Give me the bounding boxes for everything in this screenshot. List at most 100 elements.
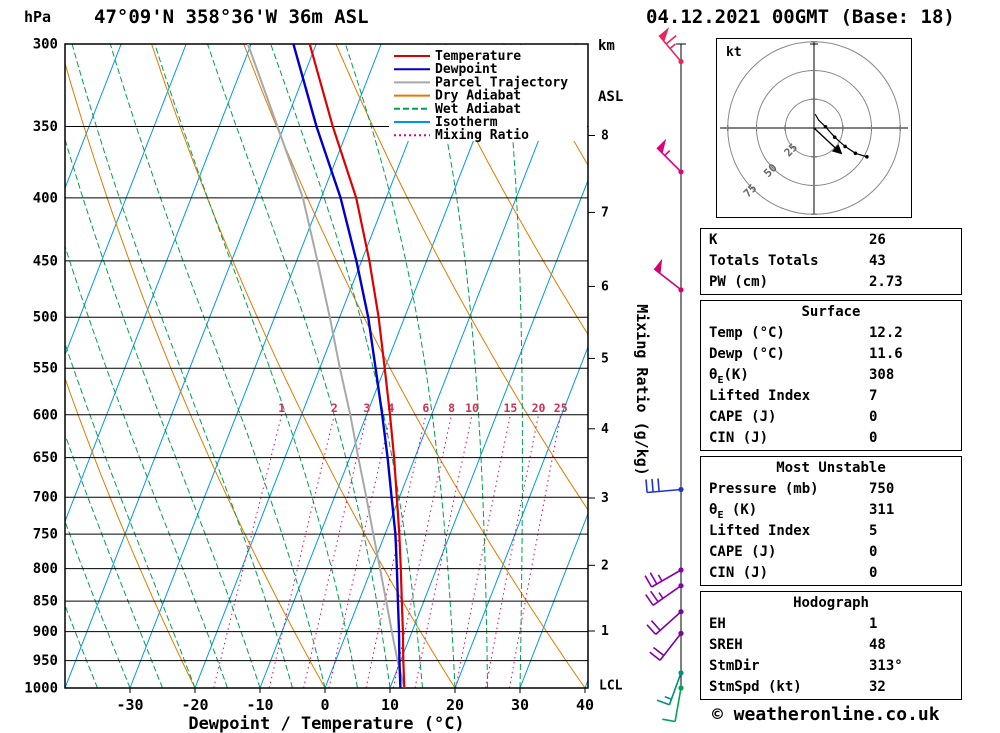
svg-text:-20: -20	[181, 696, 208, 714]
svg-text:900: 900	[33, 624, 58, 640]
svg-text:500: 500	[33, 310, 58, 326]
temperature-axis: -30 -20 -10 0 10 20 30 40 Dewpoint / Temperature…	[116, 688, 594, 733]
row-value: 26	[869, 232, 886, 248]
svg-text:10: 10	[381, 696, 399, 714]
svg-text:Dewpoint: Dewpoint	[435, 62, 498, 77]
wind-barb	[645, 478, 684, 494]
svg-text:4: 4	[601, 422, 609, 437]
svg-text:650: 650	[33, 450, 58, 466]
svg-text:0: 0	[320, 696, 329, 714]
svg-text:Isotherm: Isotherm	[435, 115, 498, 130]
svg-text:30: 30	[511, 696, 529, 714]
temperature-axis-title: Dewpoint / Temperature (°C)	[188, 714, 464, 733]
row-label: StmSpd (kt)	[709, 679, 802, 695]
temperature-curve	[308, 44, 406, 688]
svg-text:950: 950	[33, 653, 58, 669]
svg-text:1: 1	[601, 624, 609, 639]
row-value: 308	[869, 367, 895, 383]
asl-unit-label: ASL	[598, 89, 624, 105]
svg-text:Mixing Ratio: Mixing Ratio	[435, 128, 529, 143]
svg-text:300: 300	[33, 37, 58, 53]
svg-text:-10: -10	[246, 696, 273, 714]
wind-barb	[646, 609, 684, 635]
stats-tables: K 26 Totals Totals 43 PW (cm) 2.73 Surface Temp…	[700, 228, 962, 705]
row-label: Dewp (°C)	[709, 346, 785, 362]
row-value: 12.2	[869, 325, 903, 341]
svg-text:3: 3	[601, 491, 609, 506]
row-value: 0	[869, 565, 878, 581]
altitude-axis-unit: km ASL	[598, 4, 632, 140]
row-value: 48	[869, 637, 886, 653]
table-row: Lifted Index 5	[701, 521, 961, 542]
wind-barb	[644, 567, 684, 588]
table-row: Dewp (°C) 11.6	[701, 344, 961, 365]
mixing-ratio-axis-title: Mixing Ratio (g/kg)	[633, 304, 651, 476]
station-title: 47°09'N 358°36'W 36m ASL	[94, 6, 369, 28]
svg-text:8: 8	[601, 129, 609, 144]
row-label: CIN (J)	[709, 565, 769, 581]
parcel-trajectory-curve	[246, 44, 406, 688]
row-value: 0	[869, 409, 878, 425]
row-value: 43	[869, 253, 886, 269]
table-row: StmSpd (kt) 32	[701, 677, 961, 698]
km-unit-label: km	[598, 38, 615, 54]
row-value: 313°	[869, 658, 903, 674]
svg-text:750: 750	[33, 527, 58, 543]
row-value: 1	[869, 616, 878, 632]
wind-barb	[658, 27, 684, 65]
row-value: 5	[869, 523, 878, 539]
skewt-diagram: 1 2 3 4 6 8 10 15 20 2530035040045050055060065070…	[24, 27, 686, 733]
row-label: Lifted Index	[709, 523, 811, 539]
surface-table: Surface Temp (°C) 12.2 Dewp (°C) 11.6 θE(K) 30…	[700, 300, 962, 451]
copyright: © weatheronline.co.uk	[712, 704, 940, 725]
wind-barb	[656, 670, 684, 706]
row-label: CIN (J)	[709, 430, 769, 446]
km-axis: 1 2 3 4 5 6 7 8 LCL	[588, 129, 623, 693]
svg-text:8: 8	[448, 401, 455, 415]
row-value: 311	[869, 502, 895, 518]
table-row: CIN (J) 0	[701, 428, 961, 449]
mixing-ratio-labels: 1 2 3 4 6 8 10 15 20 25	[278, 401, 567, 415]
most-unstable-table: Most Unstable Pressure (mb) 750 θE (K) 311 Li…	[700, 456, 962, 586]
table-title: Hodograph	[793, 595, 869, 611]
svg-text:25: 25	[554, 401, 568, 415]
row-label: Temp (°C)	[709, 325, 785, 341]
table-title: Most Unstable	[776, 460, 886, 476]
wind-barb	[649, 630, 684, 661]
svg-text:10: 10	[465, 401, 479, 415]
table-row: K 26	[701, 230, 961, 251]
row-value: 0	[869, 430, 878, 446]
svg-text:700: 700	[33, 490, 58, 506]
table-row: Totals Totals 43	[701, 251, 961, 272]
row-label: K	[709, 232, 718, 248]
row-label: CAPE (J)	[709, 409, 777, 425]
wind-barb	[656, 138, 684, 175]
wind-barb-column	[644, 27, 686, 723]
svg-text:20: 20	[446, 696, 464, 714]
row-label: Pressure (mb)	[709, 481, 819, 497]
row-value: 750	[869, 481, 895, 497]
table-row: Temp (°C) 12.2	[701, 323, 961, 344]
svg-text:550: 550	[33, 361, 58, 377]
svg-text:350: 350	[33, 119, 58, 135]
svg-text:Parcel Trajectory: Parcel Trajectory	[435, 75, 568, 90]
hodograph-table: Hodograph EH 1 SREH 48 StmDir 313° StmSpd (kt) 3…	[700, 591, 962, 700]
svg-text:2: 2	[601, 558, 609, 573]
table-row: θE(K) 308	[701, 365, 961, 386]
table-row: PW (cm) 2.73	[701, 272, 961, 293]
svg-text:15: 15	[503, 401, 517, 415]
datetime-label: 04.12.2021 00GMT (Base: 18)	[646, 6, 955, 28]
row-value: 2.73	[869, 274, 903, 290]
row-label: SREH	[709, 637, 743, 653]
svg-text:3: 3	[363, 401, 370, 415]
svg-text:850: 850	[33, 594, 58, 610]
row-label: EH	[709, 616, 726, 632]
indices-table: K 26 Totals Totals 43 PW (cm) 2.73	[700, 228, 962, 295]
row-label: Lifted Index	[709, 388, 811, 404]
svg-text:6: 6	[601, 279, 609, 294]
dewpoint-curve	[292, 44, 402, 688]
svg-text:600: 600	[33, 407, 58, 423]
row-value: 0	[869, 544, 878, 560]
